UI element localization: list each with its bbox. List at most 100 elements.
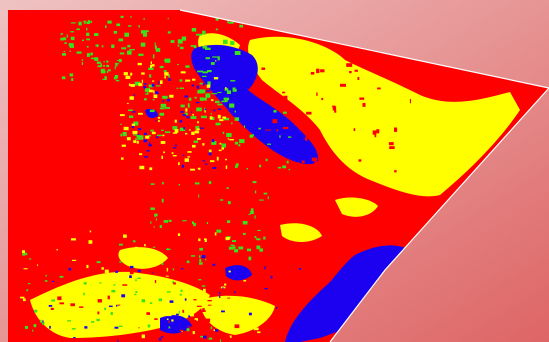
speckle xyxy=(221,310,225,313)
speckle xyxy=(108,305,113,307)
speckle xyxy=(161,263,164,265)
speckle xyxy=(234,249,239,253)
speckle xyxy=(205,93,211,98)
speckle xyxy=(194,96,197,99)
speckle xyxy=(205,289,207,291)
speckle xyxy=(111,44,115,48)
speckle xyxy=(91,302,94,306)
speckle xyxy=(150,207,155,210)
speckle xyxy=(130,329,134,332)
speckle xyxy=(132,315,136,318)
speckle xyxy=(86,27,88,31)
speckle xyxy=(129,49,135,51)
speckle xyxy=(227,220,231,223)
speckle xyxy=(192,221,194,225)
speckle xyxy=(373,131,376,133)
speckle xyxy=(206,84,211,88)
speckle xyxy=(245,328,249,331)
speckle xyxy=(94,33,99,36)
speckle xyxy=(228,270,231,273)
speckle xyxy=(215,28,218,31)
speckle xyxy=(283,111,287,114)
speckle xyxy=(199,247,203,251)
speckle xyxy=(252,181,257,184)
speckle xyxy=(141,299,145,303)
speckle xyxy=(133,134,137,136)
speckle xyxy=(205,57,210,60)
speckle xyxy=(191,255,196,257)
speckle xyxy=(131,125,134,128)
speckle xyxy=(54,326,57,329)
speckle xyxy=(258,127,261,130)
speckle xyxy=(94,58,96,61)
speckle xyxy=(161,155,163,159)
speckle xyxy=(114,75,119,79)
speckle xyxy=(316,92,318,96)
speckle xyxy=(149,74,152,78)
speckle xyxy=(248,312,252,316)
speckle xyxy=(147,90,149,94)
speckle xyxy=(199,255,201,258)
speckle xyxy=(220,277,225,280)
speckle xyxy=(172,41,175,43)
speckle xyxy=(183,126,185,130)
speckle xyxy=(253,327,259,331)
speckle xyxy=(196,305,202,307)
speckle xyxy=(155,120,157,122)
speckle xyxy=(146,312,150,315)
speckle xyxy=(95,44,99,47)
speckle xyxy=(150,221,152,224)
speckle xyxy=(246,248,251,252)
speckle xyxy=(277,166,282,169)
speckle xyxy=(270,275,273,279)
speckle xyxy=(116,23,121,27)
speckle xyxy=(206,222,209,224)
speckle xyxy=(409,99,411,104)
speckle xyxy=(26,289,29,292)
speckle xyxy=(143,139,148,143)
speckle xyxy=(174,129,179,133)
speckle xyxy=(161,129,164,131)
speckle xyxy=(210,62,215,65)
speckle xyxy=(218,88,220,92)
speckle xyxy=(203,288,206,293)
speckle xyxy=(166,318,169,320)
speckle xyxy=(243,280,247,282)
speckle xyxy=(193,299,197,301)
speckle xyxy=(215,100,220,104)
speckle xyxy=(119,52,125,55)
speckle xyxy=(311,157,318,162)
speckle xyxy=(168,326,171,329)
speckle xyxy=(149,142,151,144)
speckle xyxy=(169,94,174,98)
speckle xyxy=(203,335,207,339)
class-region-blue xyxy=(285,245,412,342)
speckle xyxy=(228,246,234,250)
speckle xyxy=(144,244,146,247)
speckle xyxy=(321,97,324,101)
speckle xyxy=(88,20,91,23)
speckle xyxy=(147,324,151,328)
speckle xyxy=(67,320,71,322)
speckle xyxy=(263,236,266,240)
speckle xyxy=(173,147,177,149)
speckle xyxy=(205,258,207,261)
speckle xyxy=(224,88,229,91)
speckle xyxy=(131,111,136,113)
speckle xyxy=(134,246,138,248)
speckle xyxy=(138,83,143,87)
speckle xyxy=(204,239,207,242)
speckle xyxy=(229,335,232,338)
speckle xyxy=(114,326,119,329)
speckle xyxy=(250,210,254,214)
speckle xyxy=(152,80,155,82)
speckle xyxy=(199,89,206,94)
speckle xyxy=(205,47,211,50)
speckle xyxy=(244,125,246,128)
speckle xyxy=(91,321,95,323)
speckle xyxy=(162,134,165,137)
speckle xyxy=(221,100,227,103)
speckle xyxy=(84,22,86,24)
speckle xyxy=(249,134,254,138)
speckle xyxy=(138,135,144,140)
